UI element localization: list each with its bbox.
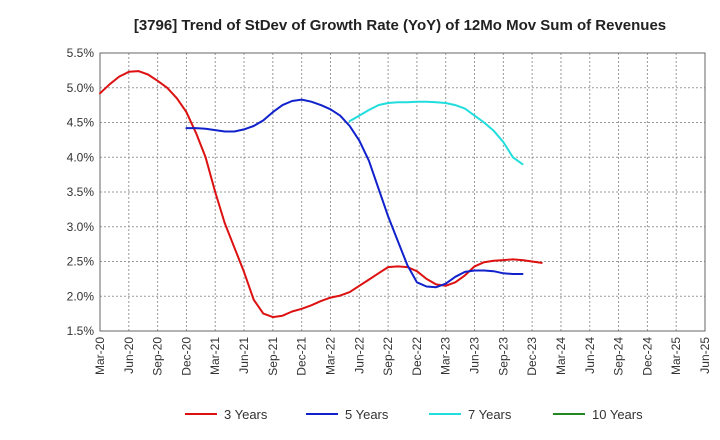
y-tick-label: 5.5% (67, 46, 95, 60)
plot-frame (99, 52, 706, 332)
legend-label: 3 Years (224, 407, 268, 422)
x-tick-label: Jun-24 (583, 337, 597, 374)
x-tick-label: Mar-24 (554, 337, 568, 375)
y-tick-label: 1.5% (67, 324, 95, 338)
x-tick-label: Sep-24 (612, 337, 626, 376)
y-tick-label: 4.0% (67, 150, 95, 164)
x-tick-label: Jun-21 (237, 337, 251, 374)
chart-title: [3796] Trend of StDev of Growth Rate (Yo… (134, 17, 666, 34)
x-tick-label: Dec-21 (295, 337, 309, 376)
x-tick-label: Dec-22 (410, 337, 424, 376)
legend-label: 7 Years (468, 407, 512, 422)
x-tick-label: Mar-23 (439, 337, 453, 375)
y-tick-label: 2.5% (67, 255, 95, 269)
series-line-7-years (348, 100, 524, 166)
series-line-5-years (185, 98, 524, 289)
x-tick-label: Dec-24 (640, 337, 654, 376)
x-tick-label: Mar-21 (208, 337, 222, 375)
x-tick-label: Jun-22 (352, 337, 366, 374)
y-tick-label: 5.0% (67, 81, 95, 95)
y-tick-label: 3.5% (67, 185, 95, 199)
x-tick-label: Mar-20 (93, 337, 107, 375)
series-line-3-years (99, 70, 543, 319)
x-tick-label: Sep-23 (496, 337, 510, 376)
grid-layer (99, 52, 706, 332)
x-tick-label: Jun-25 (698, 337, 712, 374)
x-tick-label: Jun-20 (122, 337, 136, 374)
x-tick-label: Sep-22 (381, 337, 395, 376)
legend: 3 Years 5 Years 7 Years 10 Years (185, 407, 643, 422)
x-tick-label: Jun-23 (468, 337, 482, 374)
y-tick-label: 4.5% (67, 116, 95, 130)
y-tick-label: 2.0% (67, 289, 95, 303)
x-tick-label: Sep-21 (266, 337, 280, 376)
legend-label: 5 Years (345, 407, 389, 422)
series-layer (99, 70, 543, 319)
x-tick-label: Mar-22 (323, 337, 337, 375)
x-tick-label: Dec-23 (525, 337, 539, 376)
x-tick-label: Dec-20 (179, 337, 193, 376)
axis-layer: 1.5% 2.0% 2.5% 3.0% 3.5% 4.0% 4.5% 5.0% 5.5% Mar-… (67, 46, 712, 376)
y-tick-label: 3.0% (67, 220, 95, 234)
x-tick-label: Sep-20 (151, 337, 165, 376)
legend-label: 10 Years (592, 407, 643, 422)
x-tick-label: Mar-25 (669, 337, 683, 375)
